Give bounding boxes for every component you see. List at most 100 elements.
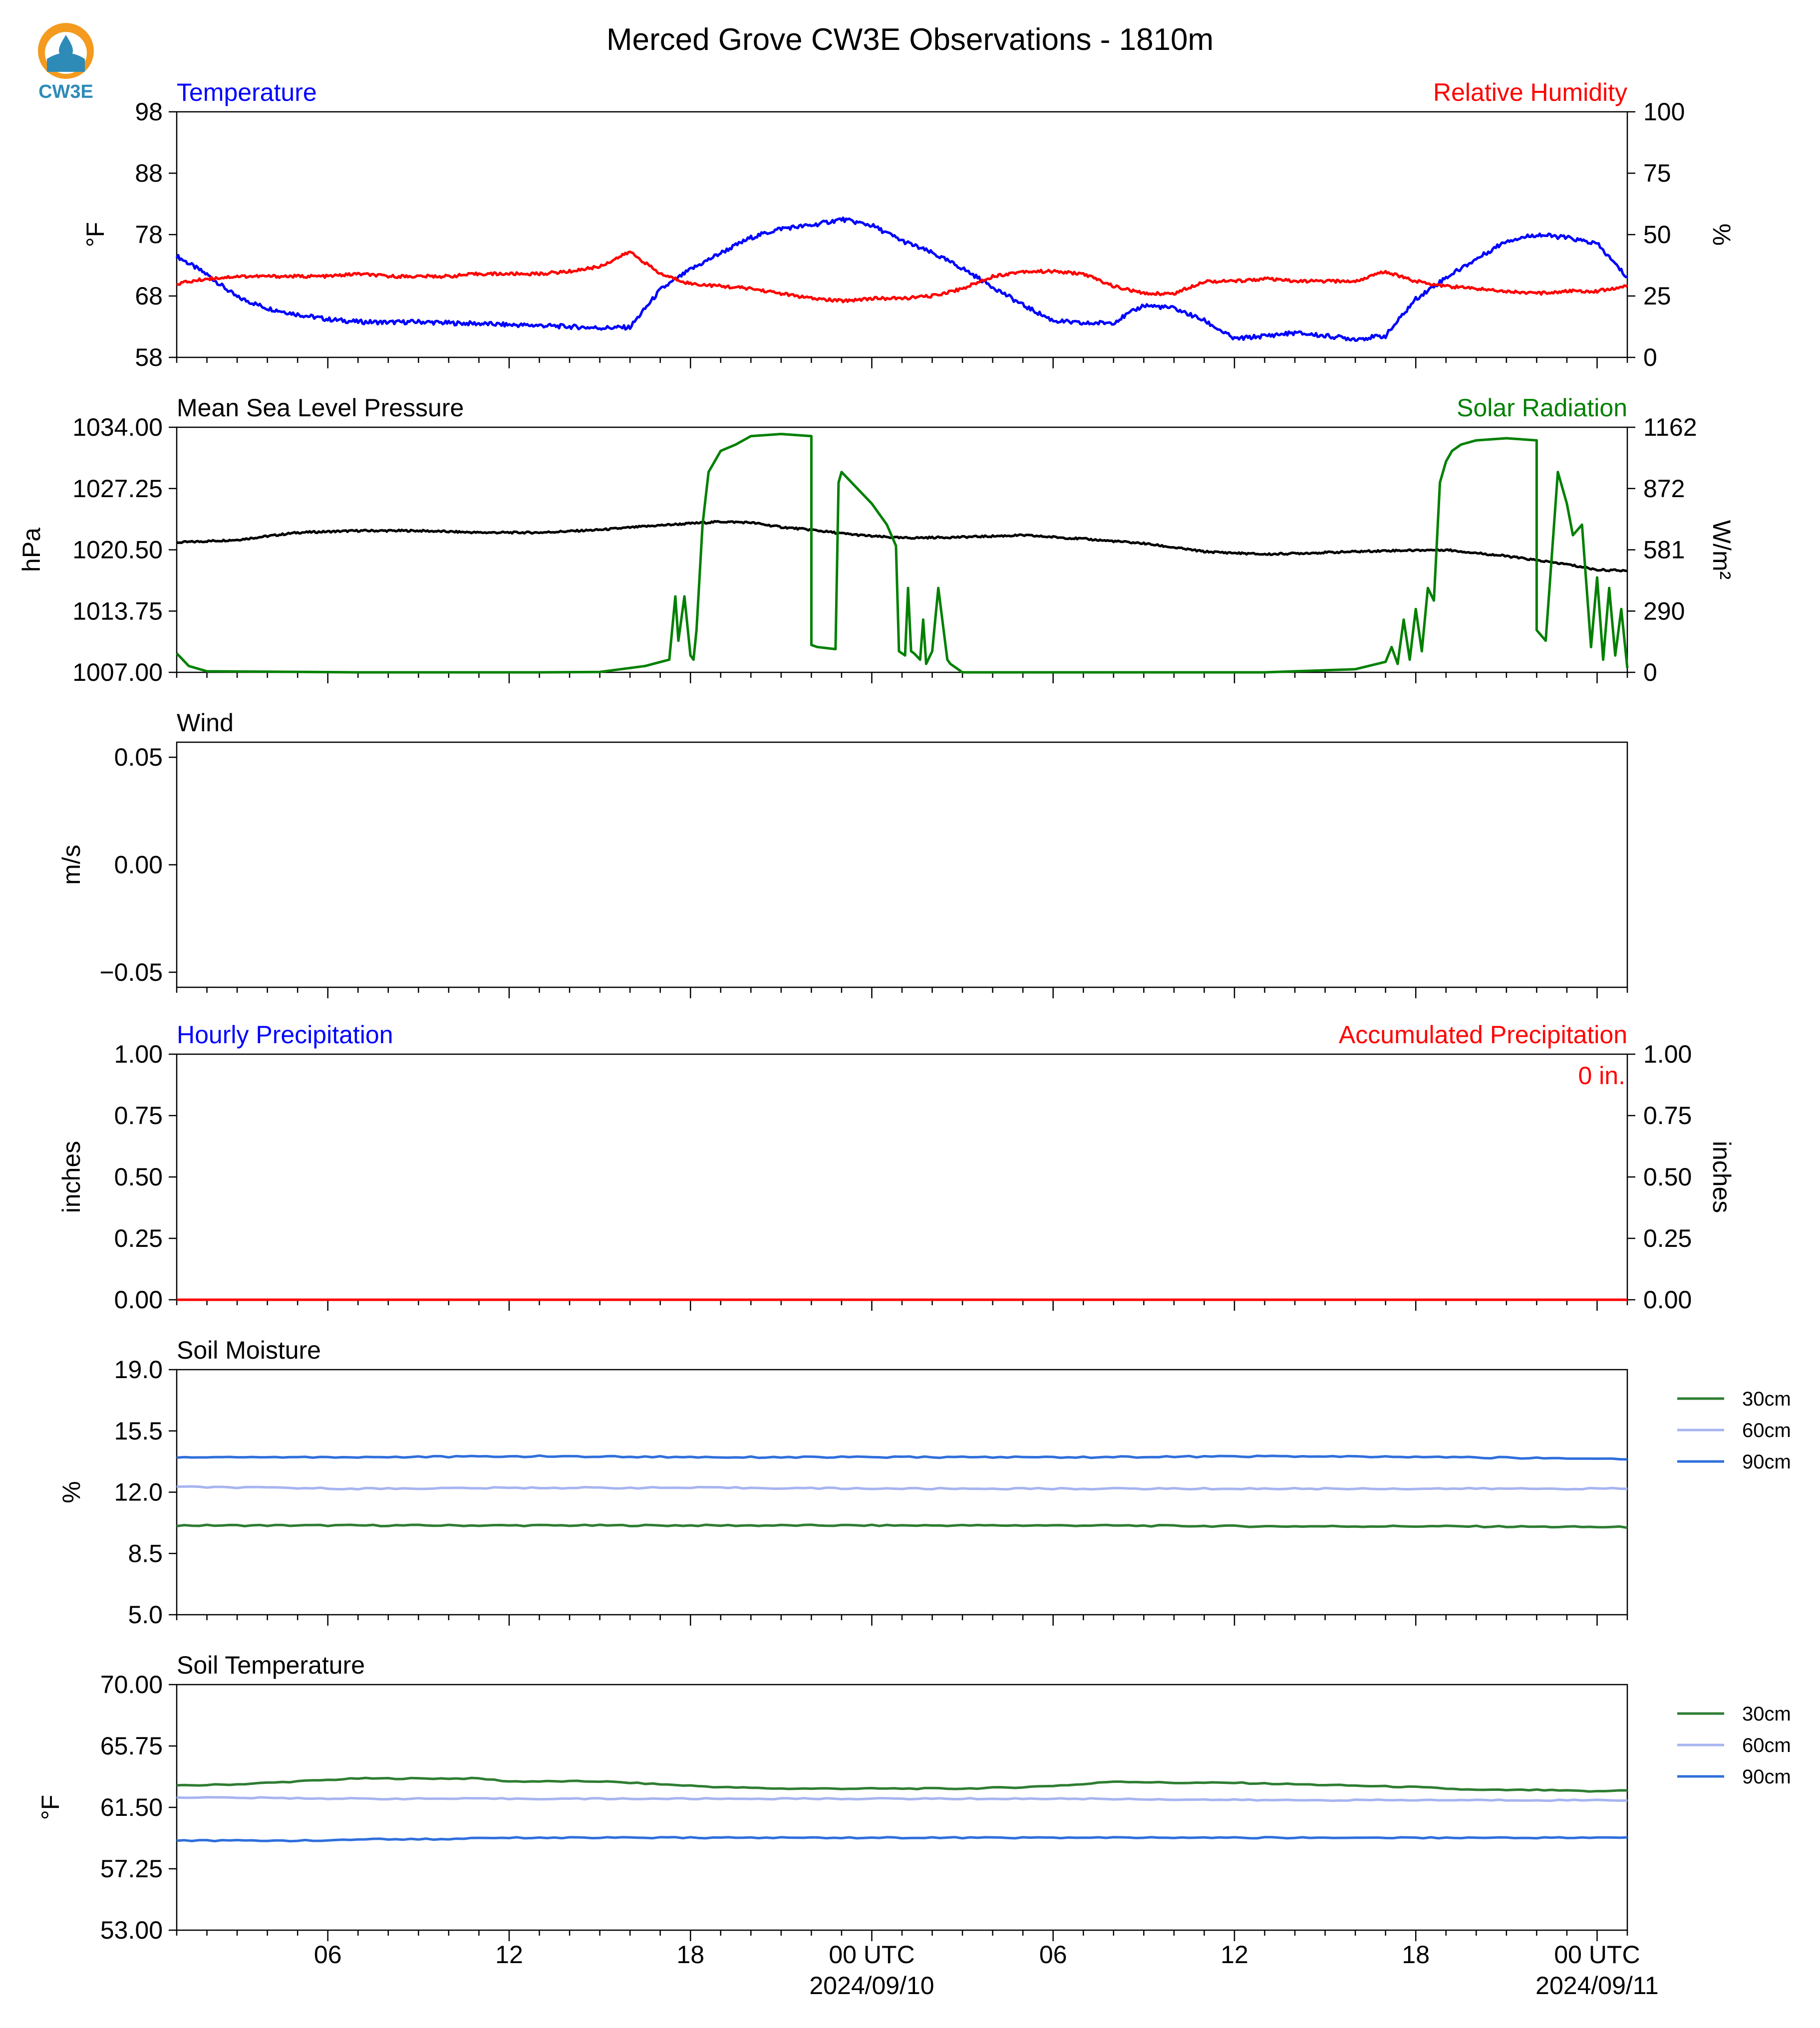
logo-drop-icon [59, 35, 73, 58]
x-date-label: 2024/09/11 [1535, 1972, 1659, 2000]
series-mean-sea-level-pressure [176, 520, 1628, 573]
y-tick-label-right: 872 [1643, 475, 1685, 503]
y-axis-label-right: % [1708, 224, 1736, 246]
panel-title-left: Wind [177, 709, 234, 737]
y-tick-label-right: 290 [1643, 597, 1685, 625]
y-tick-label: 1013.75 [72, 597, 163, 625]
y-tick-label: 0.00 [114, 851, 163, 879]
panel-precipitation: Hourly Precipitation Accumulated Precipit… [57, 1021, 1736, 1314]
y-tick-label: 0.00 [114, 1286, 163, 1314]
y-axis-label: inches [57, 1141, 85, 1213]
y-tick-label: 19.0 [114, 1356, 163, 1384]
x-tick-label: 12 [495, 1941, 523, 1969]
y-tick-label-right: 25 [1643, 282, 1671, 310]
panel-pressure-solar: Mean Sea Level Pressure Solar Radiation 10… [17, 394, 1736, 686]
y-tick-label-right: 0.25 [1643, 1224, 1692, 1252]
legend-label-30cm: 30cm [1742, 1703, 1791, 1725]
y-tick-label-right: 50 [1643, 221, 1671, 249]
panel-frame [176, 1369, 1628, 1616]
y-tick-label: 0.25 [114, 1224, 163, 1252]
y-tick-label: 15.5 [114, 1417, 163, 1445]
series-60cm [176, 1796, 1627, 1802]
panel-title-left: Soil Moisture [177, 1336, 321, 1364]
panel-title-left: Mean Sea Level Pressure [177, 394, 464, 422]
y-tick-label: 88 [135, 159, 163, 187]
y-tick-label-right: 1162 [1643, 413, 1697, 441]
series-30cm [176, 1776, 1628, 1793]
panel-temperature-humidity: Temperature Relative Humidity 98 88 78 68 58 10… [81, 78, 1736, 371]
legend-label-90cm: 90cm [1742, 1766, 1791, 1788]
y-tick-label: 1020.50 [72, 536, 163, 564]
x-tick-label: 12 [1220, 1941, 1248, 1969]
series-temperature [175, 216, 1628, 342]
series-90cm [176, 1836, 1628, 1843]
panel-wind: Wind 0.05 0.00 −0.05 m/s [57, 709, 1628, 998]
panel-title-right: Accumulated Precipitation [1339, 1021, 1627, 1049]
panel-frame [176, 1053, 1628, 1301]
series-90cm [176, 1454, 1628, 1461]
x-tick-label: 18 [1402, 1941, 1430, 1969]
y-tick-label-right: 0 [1643, 658, 1657, 686]
y-tick-label: 8.5 [128, 1539, 163, 1567]
series-30cm [176, 1523, 1628, 1529]
y-axis-label: °F [81, 222, 109, 248]
y-tick-label: 98 [135, 98, 163, 126]
legend-label-60cm: 60cm [1742, 1735, 1791, 1756]
y-tick-label-right: 0 [1643, 343, 1657, 371]
y-tick-label: 0.50 [114, 1163, 163, 1191]
logo-text: CW3E [38, 81, 93, 102]
y-tick-label-right: 1.00 [1643, 1040, 1692, 1068]
y-tick-label: 1007.00 [72, 658, 163, 686]
y-tick-label-right: 100 [1643, 98, 1685, 126]
panel-title-right: Relative Humidity [1433, 78, 1627, 106]
x-tick-label: 06 [314, 1941, 342, 1969]
y-tick-label: 78 [135, 221, 163, 249]
x-tick-label: 00 UTC [829, 1941, 914, 1969]
y-tick-label: 0.75 [114, 1102, 163, 1130]
panel-title-left: Temperature [177, 78, 317, 106]
y-axis-label: % [57, 1481, 85, 1503]
x-tick-label: 00 UTC [1554, 1941, 1640, 1969]
cw3e-logo: CW3E [31, 17, 101, 102]
panel-frame [176, 741, 1628, 988]
series-60cm [177, 1485, 1628, 1491]
x-tick-label: 06 [1039, 1941, 1067, 1969]
panel-title-left: Soil Temperature [177, 1651, 365, 1679]
accumulated-total-label: 0 in. [1578, 1062, 1625, 1090]
y-tick-label: 58 [135, 343, 163, 371]
panel-frame [176, 1684, 1628, 1931]
y-axis-label: hPa [17, 528, 45, 572]
y-tick-label: 1034.00 [72, 413, 163, 441]
y-tick-label: 57.25 [100, 1855, 163, 1883]
legend-label-30cm: 30cm [1742, 1388, 1791, 1410]
panel-title-left: Hourly Precipitation [177, 1021, 393, 1049]
y-tick-label-right: 75 [1643, 159, 1671, 187]
y-tick-label: 1027.25 [72, 475, 163, 503]
y-tick-label: 70.00 [100, 1671, 163, 1699]
y-tick-label-right: 0.75 [1643, 1102, 1692, 1130]
y-tick-label: 0.05 [114, 743, 163, 771]
y-axis-label: °F [36, 1795, 64, 1820]
y-axis-label-right: W/m² [1708, 520, 1736, 579]
y-tick-label-right: 0.00 [1643, 1286, 1692, 1314]
logo-wave-icon [47, 53, 85, 72]
legend-label-60cm: 60cm [1742, 1420, 1791, 1442]
y-tick-label: 5.0 [128, 1601, 163, 1629]
y-tick-label-right: 581 [1643, 536, 1685, 564]
series-solar-radiation [176, 433, 1629, 674]
legend-label-90cm: 90cm [1742, 1451, 1791, 1473]
panel-soil-temperature: Soil Temperature 70.00 65.75 61.50 57.25 53.0… [36, 1651, 1791, 1944]
y-tick-label: 68 [135, 282, 163, 310]
x-date-label: 2024/09/10 [809, 1972, 934, 2000]
panel-frame [176, 111, 1628, 358]
y-tick-label: 65.75 [100, 1732, 163, 1760]
y-tick-label: 1.00 [114, 1040, 163, 1068]
panel-soil-moisture: Soil Moisture 19.0 15.5 12.0 8.5 5.0% 30cm 60cm… [57, 1336, 1791, 1629]
x-tick-label: 18 [676, 1941, 704, 1969]
y-axis-label-right: inches [1708, 1141, 1736, 1213]
y-tick-label: 12.0 [114, 1478, 163, 1506]
panel-title-right: Solar Radiation [1457, 394, 1627, 422]
y-axis-label: m/s [57, 845, 85, 885]
y-tick-label: −0.05 [99, 958, 163, 986]
